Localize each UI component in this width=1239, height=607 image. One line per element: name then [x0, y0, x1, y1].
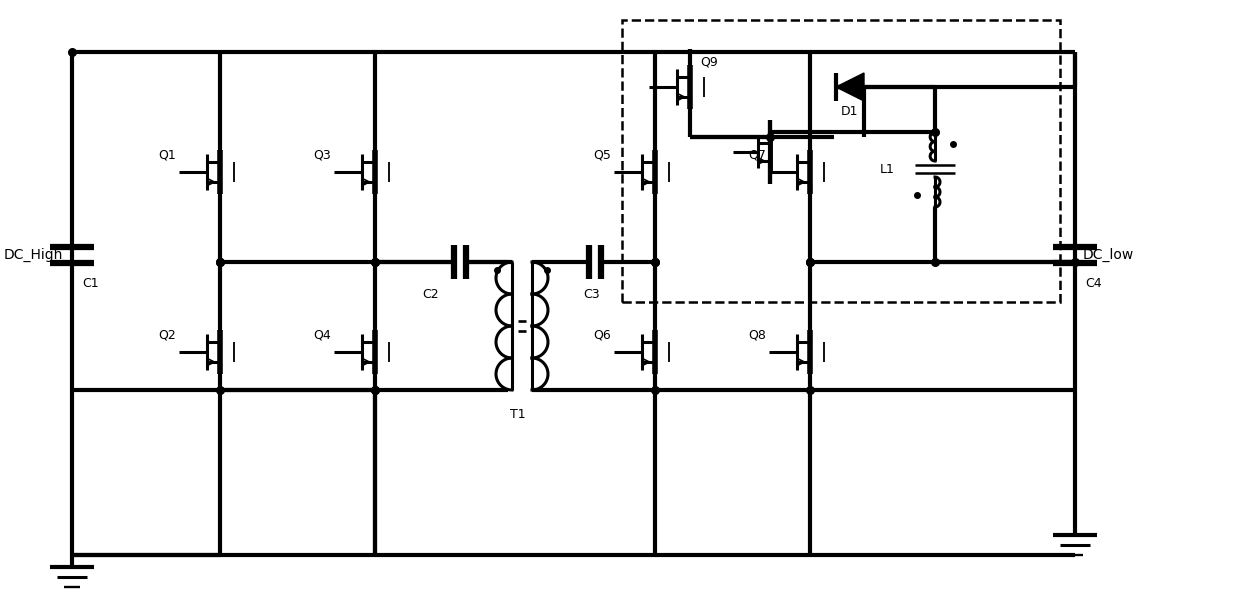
Text: Q7: Q7: [748, 148, 766, 161]
Text: Q9: Q9: [700, 55, 717, 68]
Text: Q3: Q3: [313, 148, 331, 161]
Text: Q2: Q2: [159, 328, 176, 341]
Text: Q5: Q5: [593, 148, 611, 161]
Text: C1: C1: [82, 277, 99, 290]
Bar: [622, 20, 1061, 302]
Text: T1: T1: [510, 408, 525, 421]
Polygon shape: [836, 73, 864, 101]
Text: Q6: Q6: [593, 328, 611, 341]
Text: D1: D1: [841, 105, 859, 118]
Text: C3: C3: [584, 288, 600, 301]
Text: DC_High: DC_High: [4, 248, 63, 262]
Text: L1: L1: [880, 163, 895, 175]
Text: Q8: Q8: [748, 328, 766, 341]
Text: C2: C2: [422, 288, 439, 301]
Text: Q4: Q4: [313, 328, 331, 341]
Text: DC_low: DC_low: [1083, 248, 1134, 262]
Text: C4: C4: [1085, 277, 1101, 290]
Text: Q1: Q1: [159, 148, 176, 161]
